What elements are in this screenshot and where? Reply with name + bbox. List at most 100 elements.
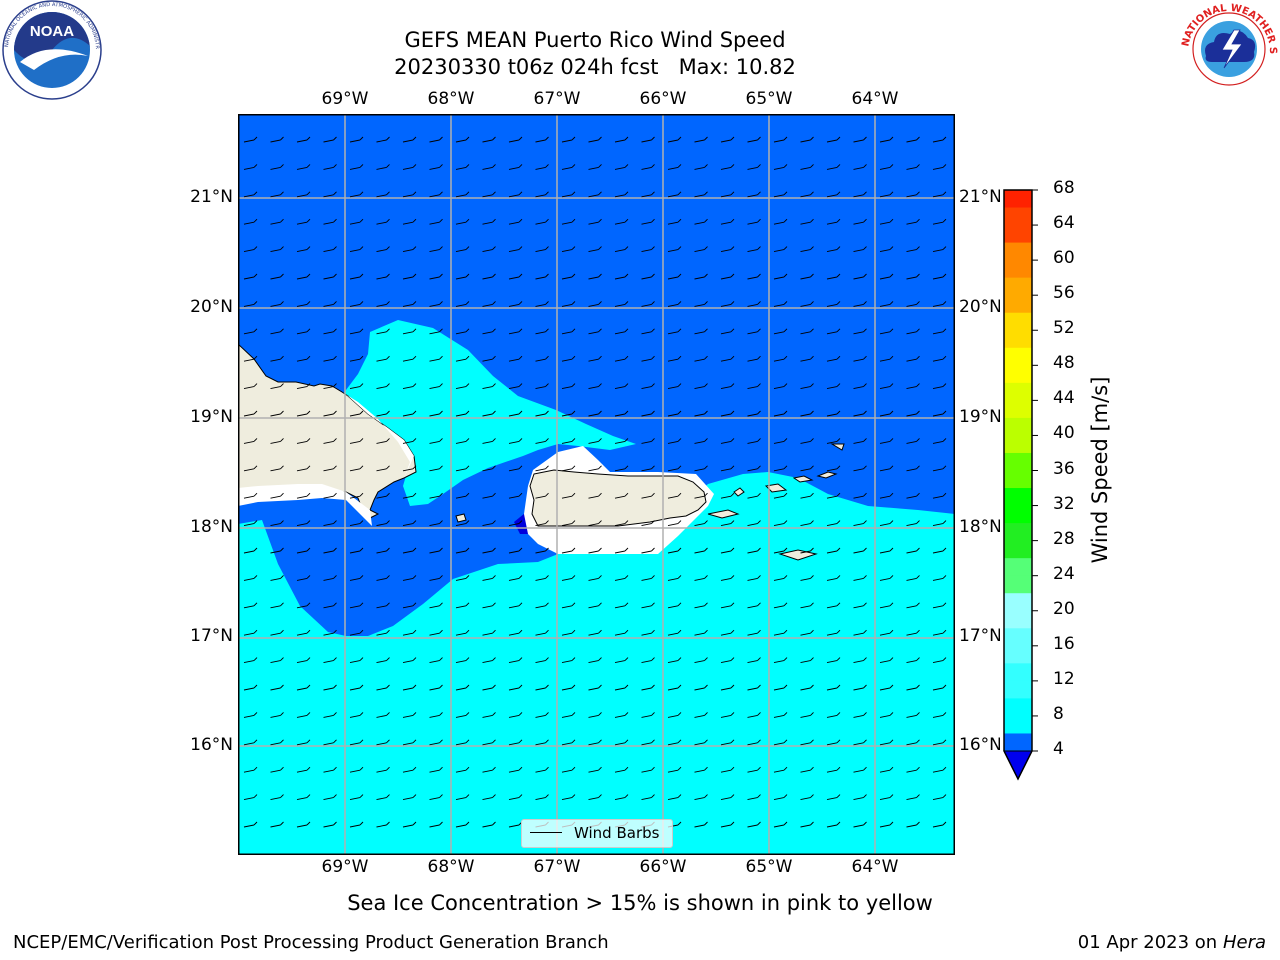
- wind-barb: [376, 629, 390, 636]
- wind-barb: [720, 383, 735, 390]
- wind-barb: [932, 136, 947, 143]
- wind-barb: [270, 602, 284, 609]
- wind-barb: [323, 355, 337, 362]
- wind-barb: [694, 136, 708, 143]
- wind-barb: [906, 191, 920, 198]
- wind-barb: [376, 766, 390, 773]
- wind-barb: [826, 629, 841, 636]
- wind-barb: [588, 218, 602, 225]
- wind-barb: [853, 328, 867, 335]
- lat-tick-left-21n: 21°N: [190, 187, 233, 207]
- wind-barb: [614, 465, 629, 472]
- wind-barb: [879, 438, 894, 444]
- wind-barb: [323, 602, 337, 609]
- wind-barb: [482, 465, 496, 472]
- legend-line-sample: [530, 832, 562, 833]
- wind-barb: [561, 136, 576, 143]
- wind-barb: [429, 246, 443, 253]
- wind-barb: [429, 383, 443, 390]
- island-vieques: [707, 509, 740, 519]
- wind-barb: [588, 520, 602, 527]
- wind-barb: [720, 575, 735, 581]
- wind-barb: [243, 273, 258, 280]
- wind-barb: [614, 273, 629, 280]
- wind-barb: [614, 218, 629, 225]
- wind-barb: [641, 164, 655, 170]
- wind-barb: [747, 684, 761, 691]
- wind-barb: [747, 218, 761, 225]
- wind-barb: [402, 657, 417, 664]
- colorbar-band: [1004, 330, 1032, 349]
- wind-barb: [429, 273, 443, 280]
- wind-barb: [800, 794, 814, 801]
- lat-tick-left-16n: 16°N: [190, 735, 233, 755]
- wind-barb: [747, 191, 761, 198]
- wind-barb: [243, 328, 258, 335]
- wind-barb: [773, 383, 788, 390]
- wind-barb: [906, 273, 920, 280]
- wind-barb: [349, 520, 364, 527]
- wind-barb: [747, 712, 761, 718]
- nws-logo: NATIONAL WEATHER SERVICE: [1178, 0, 1278, 86]
- lon-tick-top-65w: 65°W: [745, 89, 793, 109]
- wind-barb: [694, 273, 708, 280]
- wind-barb: [243, 465, 258, 472]
- wind-barb: [694, 602, 708, 609]
- wind-barb: [402, 246, 417, 253]
- wind-barb: [879, 465, 894, 472]
- wind-barb: [455, 821, 470, 828]
- wind-barb: [800, 575, 814, 581]
- wind-barb: [694, 191, 708, 198]
- wind-barb: [561, 629, 576, 636]
- wind-barb: [667, 547, 682, 554]
- wind-barb: [879, 712, 894, 718]
- wind-barb: [614, 547, 629, 554]
- wind-barb: [853, 136, 867, 143]
- wind-barb: [402, 164, 417, 170]
- wind-barb: [720, 355, 735, 362]
- wind-barb: [535, 465, 549, 472]
- noaa-logo: NOAA NATIONAL OCEANIC AND ATMOSPHERIC AD…: [0, 0, 102, 100]
- wind-barb: [535, 575, 549, 581]
- wind-barb: [323, 547, 337, 554]
- wind-barb: [588, 547, 602, 554]
- wind-barb: [800, 492, 814, 499]
- colorbar-tick-label: 52: [1053, 318, 1075, 339]
- wind-barb: [588, 164, 602, 170]
- wind-barb: [720, 164, 735, 170]
- wind-barb: [694, 492, 708, 499]
- wind-barb: [667, 328, 682, 335]
- wind-barb: [323, 410, 337, 417]
- wind-barb: [720, 465, 735, 472]
- wind-barb: [932, 739, 947, 746]
- wind-barb: [535, 191, 549, 198]
- wind-barb: [349, 136, 364, 143]
- footer-left: NCEP/EMC/Verification Post Processing Pr…: [13, 932, 609, 953]
- wind-barb: [879, 684, 894, 691]
- wind-barb: [402, 438, 417, 444]
- wind-barb: [270, 794, 284, 801]
- wind-barb: [879, 328, 894, 335]
- wind-barb: [614, 602, 629, 609]
- wind-barb: [853, 492, 867, 499]
- colorbar-band: [1004, 347, 1032, 366]
- wind-barb: [535, 410, 549, 417]
- wind-barb: [773, 355, 788, 362]
- wind-barb: [243, 794, 258, 801]
- wind-barb: [296, 438, 311, 444]
- wind-barb: [429, 465, 443, 472]
- wind-barb: [376, 355, 390, 362]
- wind-barb: [906, 739, 920, 746]
- wind-barb: [376, 301, 390, 307]
- wind-barb: [455, 164, 470, 170]
- wind-barb: [561, 657, 576, 664]
- wind-barb: [800, 273, 814, 280]
- wind-barb: [667, 355, 682, 362]
- wind-barb: [932, 766, 947, 773]
- wind-barb: [349, 629, 364, 636]
- wind-barb: [800, 712, 814, 718]
- wind-barb: [932, 821, 947, 828]
- wind-barb: [853, 383, 867, 390]
- wind-barb: [773, 273, 788, 280]
- wind-barb: [932, 246, 947, 253]
